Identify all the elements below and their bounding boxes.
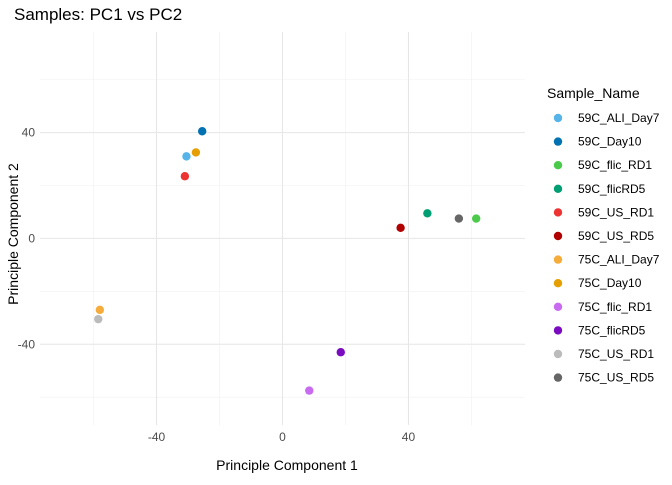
legend-marker-75C_flicRD5 bbox=[553, 326, 563, 335]
legend-label: 75C_ALI_Day7 bbox=[578, 253, 660, 267]
legend-label: 75C_US_RD5 bbox=[578, 371, 654, 385]
data-point-75C_Day10 bbox=[191, 148, 201, 157]
data-point-59C_Day10 bbox=[197, 127, 207, 136]
legend-marker-59C_Day10 bbox=[553, 137, 563, 146]
legend-label: 75C_flicRD5 bbox=[578, 323, 646, 337]
y-tick-label: 40 bbox=[22, 126, 36, 140]
legend-marker-75C_flic_RD1 bbox=[553, 302, 563, 311]
legend-label: 75C_US_RD1 bbox=[578, 347, 654, 361]
major-gridlines bbox=[40, 32, 525, 425]
legend-label: 59C_US_RD5 bbox=[578, 229, 654, 243]
data-point-75C_flicRD5 bbox=[336, 348, 345, 357]
legend-marker-75C_US_RD1 bbox=[553, 349, 563, 359]
chart-title: Samples: PC1 vs PC2 bbox=[14, 5, 182, 24]
y-tick-label: 0 bbox=[28, 231, 35, 245]
x-tick-label: 40 bbox=[402, 430, 416, 444]
legend-marker-59C_ALI_Day7 bbox=[553, 113, 563, 123]
data-point-75C_ALI_Day7 bbox=[95, 305, 105, 315]
legend-label: 59C_Day10 bbox=[578, 135, 642, 149]
legend-label: 59C_US_RD1 bbox=[578, 205, 654, 219]
legend-marker-75C_Day10 bbox=[553, 279, 563, 288]
legend-label: 75C_Day10 bbox=[578, 276, 642, 290]
data-point-75C_US_RD5 bbox=[454, 214, 464, 223]
legend-marker-59C_flic_RD1 bbox=[553, 161, 563, 170]
legend-label: 59C_flicRD5 bbox=[578, 182, 646, 196]
x-tick-label: -40 bbox=[148, 430, 166, 444]
legend-label: 59C_ALI_Day7 bbox=[578, 111, 660, 125]
legend-label: 59C_flic_RD1 bbox=[578, 158, 652, 172]
data-point-59C_US_RD5 bbox=[396, 223, 405, 233]
x-tick-label: 0 bbox=[279, 430, 286, 444]
legend-marker-59C_US_RD5 bbox=[553, 231, 563, 241]
legend: Sample_Name 59C_ALI_Day7 59C_Day10 59C_fli… bbox=[547, 85, 660, 385]
y-tick-label: -40 bbox=[18, 337, 36, 351]
legend-label: 75C_flic_RD1 bbox=[578, 300, 652, 314]
legend-items: 59C_ALI_Day7 59C_Day10 59C_flic_RD1 59C_fli… bbox=[553, 111, 660, 385]
legend-marker-75C_ALI_Day7 bbox=[553, 255, 563, 264]
x-axis-ticks: -40 0 40 bbox=[148, 430, 416, 444]
y-axis-label: Principle Component 2 bbox=[5, 163, 21, 305]
data-points bbox=[94, 127, 481, 395]
legend-marker-59C_US_RD1 bbox=[553, 208, 563, 217]
data-point-59C_ALI_Day7 bbox=[182, 152, 191, 161]
plot-panel bbox=[40, 32, 525, 425]
legend-marker-59C_flicRD5 bbox=[553, 184, 563, 193]
y-axis-ticks: -40 0 40 bbox=[18, 126, 36, 352]
data-point-59C_flicRD5 bbox=[423, 209, 432, 218]
data-point-75C_flic_RD1 bbox=[305, 386, 314, 395]
data-point-75C_US_RD1 bbox=[94, 314, 103, 324]
x-axis-label: Principle Component 1 bbox=[216, 457, 358, 473]
legend-title: Sample_Name bbox=[547, 85, 640, 101]
legend-marker-75C_US_RD5 bbox=[553, 373, 563, 382]
data-point-59C_flic_RD1 bbox=[471, 214, 481, 223]
data-point-59C_US_RD1 bbox=[180, 172, 190, 181]
